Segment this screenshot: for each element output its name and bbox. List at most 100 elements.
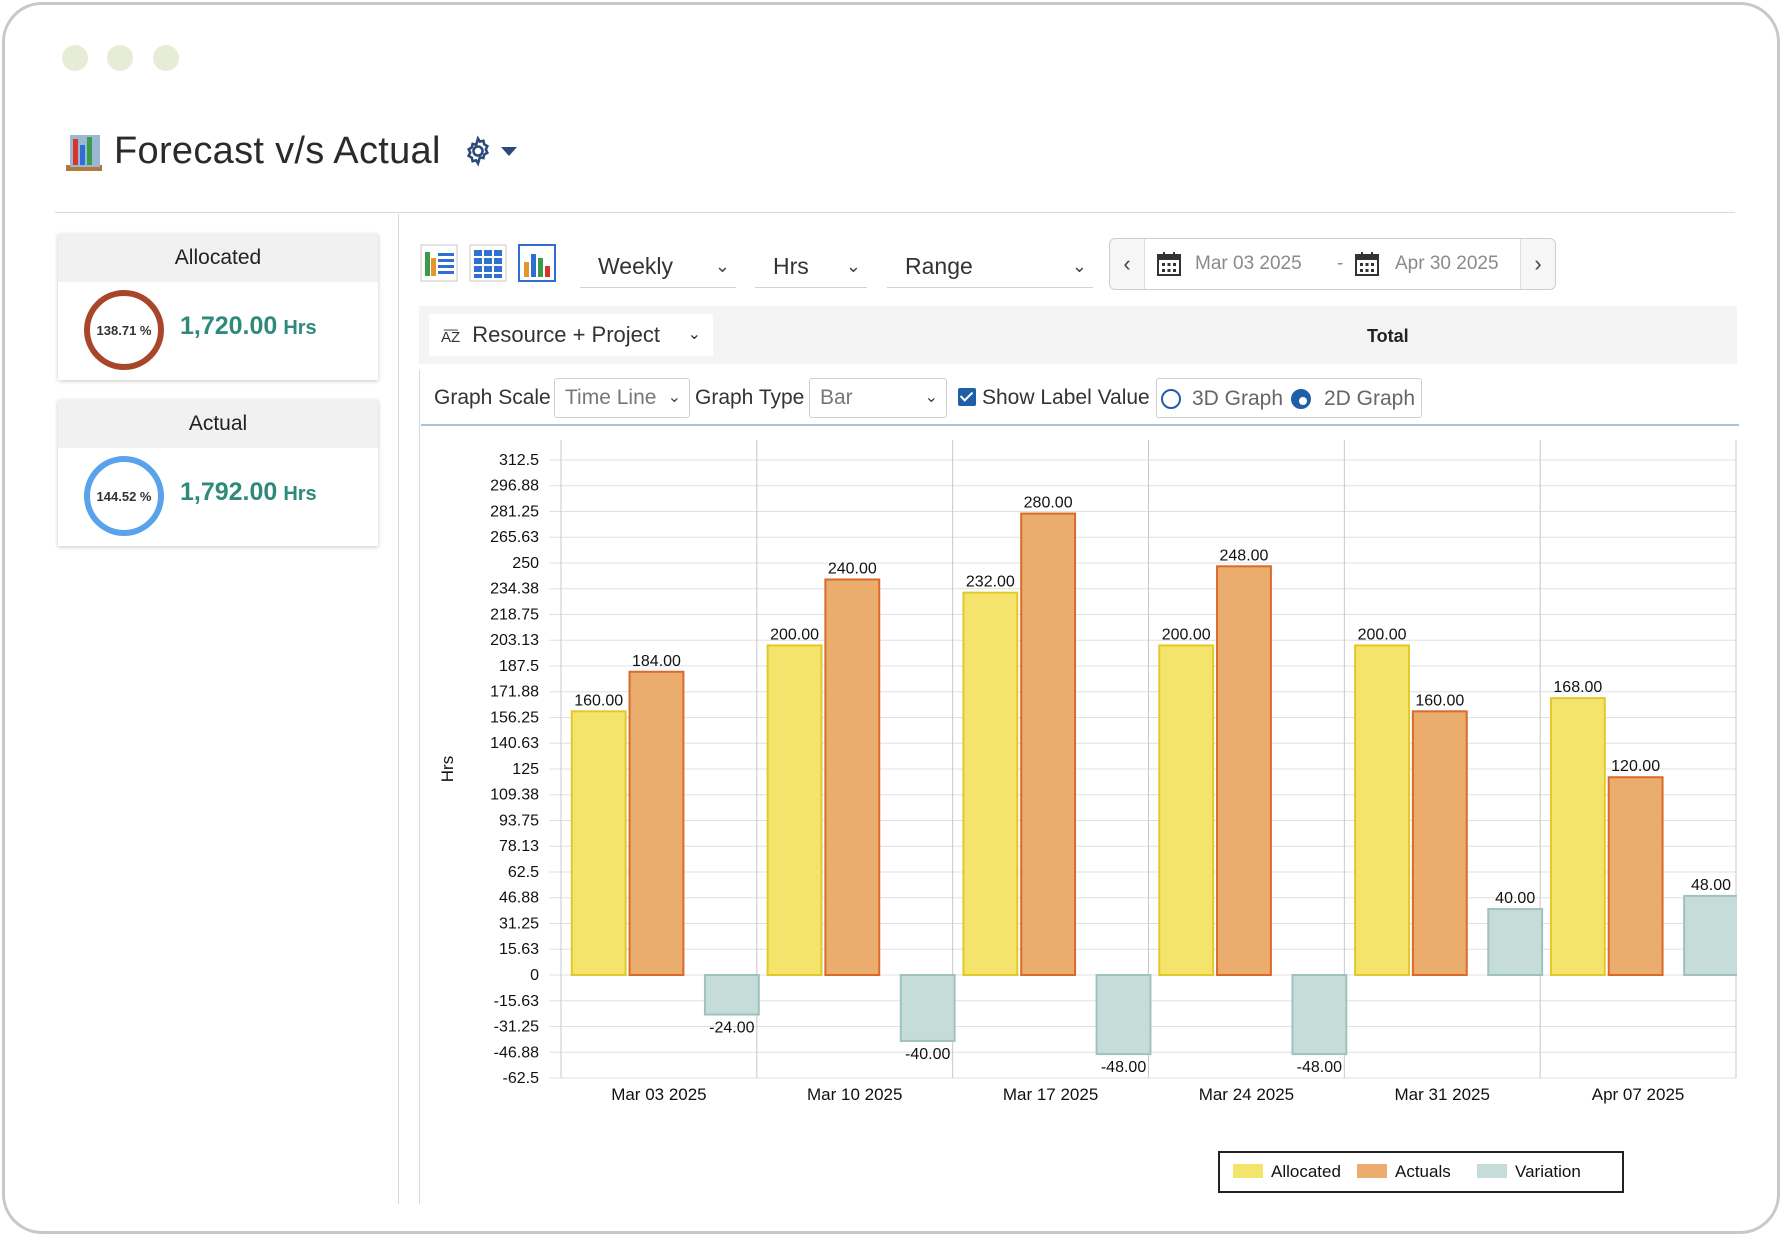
bar-actuals <box>1607 776 1664 976</box>
chevron-down-icon[interactable] <box>500 146 517 156</box>
show-label-text: Show Label Value <box>982 386 1150 409</box>
x-tick-label: Mar 24 2025 <box>1199 1085 1294 1104</box>
data-label: 160.00 <box>574 692 623 709</box>
forecast-bar-chart: 312.5 296.88 281.25 265.63 250 234.38 218.75 20… <box>438 440 1737 1193</box>
bar-variation <box>1683 894 1737 976</box>
bar-variation <box>899 974 956 1042</box>
range-select[interactable]: Range ⌄ <box>887 244 1093 288</box>
x-tick-label: Apr 07 2025 <box>1592 1085 1685 1104</box>
bar-allocated <box>962 591 1019 976</box>
chevron-down-icon: ⌄ <box>1071 256 1087 276</box>
data-label: 280.00 <box>1024 495 1073 512</box>
y-tick-label: -46.88 <box>494 1044 539 1061</box>
bar-allocated <box>1158 644 1215 976</box>
actual-percent: 144.52 % <box>96 488 152 504</box>
card-title: Actual <box>58 400 378 448</box>
grid-view-icon[interactable] <box>469 244 507 282</box>
date-range-fields: Mar 03 2025 - Apr 30 2025 <box>1144 239 1521 289</box>
graph-mode-group: 3D Graph 2D Graph <box>1156 378 1422 418</box>
date-to-field[interactable]: Apr 30 2025 <box>1395 253 1499 274</box>
chevron-down-icon: ⌄ <box>687 326 701 343</box>
y-axis-label: Hrs <box>438 756 457 782</box>
period-select[interactable]: Weekly ⌄ <box>580 244 736 288</box>
chevron-down-icon: ⌄ <box>667 389 681 406</box>
allocated-percent: 138.71 % <box>96 322 152 338</box>
show-label-checkbox[interactable] <box>958 388 976 406</box>
data-label: 232.00 <box>966 574 1015 591</box>
allocated-value: 1,720.00 Hrs <box>180 312 317 341</box>
divider <box>398 214 399 1204</box>
calendar-icon[interactable] <box>1155 250 1183 278</box>
y-tick-label: -15.63 <box>494 993 539 1010</box>
unit-label: Hrs <box>283 317 317 339</box>
y-tick-label: 93.75 <box>499 813 539 830</box>
summary-view-icon[interactable] <box>420 244 458 282</box>
graph-scale-select[interactable]: Time Line ⌄ <box>554 378 690 418</box>
data-label: -24.00 <box>709 1020 754 1037</box>
chevron-down-icon: ⌄ <box>924 389 938 406</box>
radio-2d-graph[interactable] <box>1291 389 1311 409</box>
y-tick-label: 15.63 <box>499 941 539 958</box>
gear-icon[interactable] <box>461 134 495 168</box>
chart-view-icon[interactable] <box>518 244 556 282</box>
bar-allocated <box>1354 644 1410 976</box>
range-value: Range <box>905 253 973 279</box>
date-separator: - <box>1337 253 1344 274</box>
date-range-picker: ‹ Mar 03 2025 - Apr 30 2025 › <box>1109 238 1556 290</box>
y-tick-label: 140.63 <box>490 735 539 752</box>
bar-actuals <box>824 578 881 976</box>
data-label: 40.00 <box>1495 890 1535 907</box>
graph-type-select[interactable]: Bar ⌄ <box>809 378 947 418</box>
legend-label: Variation <box>1515 1162 1581 1181</box>
unit-select[interactable]: Hrs ⌄ <box>755 244 867 288</box>
radio-3d-graph[interactable] <box>1161 389 1181 409</box>
data-label: 200.00 <box>770 626 819 643</box>
bar-actuals <box>1411 710 1468 976</box>
y-tick-label: -31.25 <box>494 1019 539 1036</box>
label-2d-graph: 2D Graph <box>1324 387 1416 410</box>
x-tick-label: Mar 10 2025 <box>807 1085 902 1104</box>
label-3d-graph: 3D Graph <box>1192 387 1284 410</box>
y-tick-label: 31.25 <box>499 916 539 933</box>
bar-actuals <box>1020 512 1077 976</box>
legend-swatch <box>1477 1164 1507 1178</box>
data-label: 200.00 <box>1358 626 1407 643</box>
y-tick-label: 78.13 <box>499 838 539 855</box>
y-tick-label: 296.88 <box>490 478 539 495</box>
period-value: Weekly <box>598 253 673 279</box>
bar-variation <box>1095 974 1152 1056</box>
y-tick-label: 250 <box>512 555 539 572</box>
y-tick-label: 187.5 <box>499 658 539 675</box>
actual-value: 1,792.00 Hrs <box>180 478 317 507</box>
x-tick-label: Mar 17 2025 <box>1003 1085 1098 1104</box>
chevron-down-icon: ⌄ <box>714 256 730 276</box>
bar-variation <box>1291 974 1348 1056</box>
x-tick-label: Mar 03 2025 <box>611 1085 706 1104</box>
page-header: Forecast v/s Actual <box>64 126 517 176</box>
calendar-icon[interactable] <box>1353 250 1381 278</box>
y-tick-label: 203.13 <box>490 632 539 649</box>
grouping-select[interactable]: A͞Z Resource + Project ⌄ <box>429 314 713 356</box>
graph-scale-label: Graph Scale <box>434 386 551 409</box>
actual-card: Actual 144.52 % 1,792.00 Hrs <box>58 400 378 546</box>
divider <box>419 370 420 1204</box>
unit-value: Hrs <box>773 253 809 279</box>
chevron-down-icon: ⌄ <box>845 256 861 276</box>
y-tick-label: 265.63 <box>490 529 539 546</box>
bar-actuals <box>628 670 685 976</box>
actual-ring: 144.52 % <box>84 456 164 536</box>
total-column-header: Total <box>1367 326 1409 346</box>
page-title: Forecast v/s Actual <box>114 129 441 172</box>
y-tick-label: 312.5 <box>499 452 539 469</box>
prev-range-button[interactable]: ‹ <box>1123 251 1131 276</box>
legend-swatch <box>1233 1164 1263 1178</box>
next-range-button[interactable]: › <box>1534 251 1542 276</box>
data-label: 248.00 <box>1220 547 1269 564</box>
y-tick-label: -62.5 <box>503 1070 540 1087</box>
date-from-field[interactable]: Mar 03 2025 <box>1195 253 1302 274</box>
data-label: 48.00 <box>1691 877 1731 894</box>
x-tick-label: Mar 31 2025 <box>1395 1085 1490 1104</box>
legend-swatch <box>1357 1164 1387 1178</box>
y-tick-label: 125 <box>512 761 539 778</box>
window-dot-icon <box>153 45 179 71</box>
